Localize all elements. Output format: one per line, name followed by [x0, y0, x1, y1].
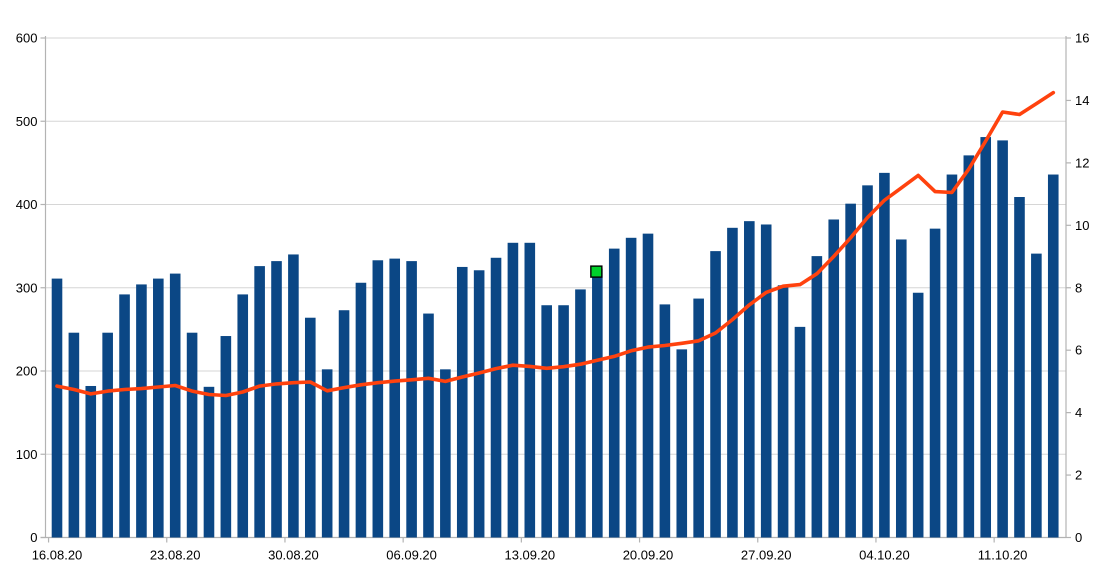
bar[interactable]: [254, 266, 265, 538]
left-axis-label: 400: [16, 197, 38, 212]
right-axis-label: 2: [1075, 468, 1082, 483]
right-axis-label: 14: [1075, 93, 1089, 108]
bar[interactable]: [541, 305, 552, 538]
bar[interactable]: [710, 251, 721, 538]
bar[interactable]: [271, 261, 282, 538]
selection-handle[interactable]: [590, 265, 603, 278]
bar[interactable]: [203, 386, 215, 538]
x-axis-label: 06.09.20: [386, 548, 437, 563]
bar[interactable]: [153, 278, 164, 538]
bar[interactable]: [524, 242, 536, 538]
x-axis-label: 27.09.20: [741, 548, 792, 563]
bar[interactable]: [440, 369, 451, 538]
bar[interactable]: [423, 313, 434, 538]
right-axis-label: 10: [1075, 218, 1089, 233]
bar[interactable]: [845, 203, 856, 538]
x-axis-label: 16.08.20: [32, 548, 83, 563]
x-axis-label: 11.10.20: [978, 548, 1028, 563]
bar[interactable]: [490, 257, 502, 538]
bar[interactable]: [744, 221, 755, 538]
bar[interactable]: [760, 224, 772, 538]
bar[interactable]: [642, 233, 654, 538]
bar[interactable]: [1014, 197, 1025, 538]
x-axis-label: 20.09.20: [623, 548, 674, 563]
bar[interactable]: [304, 317, 316, 538]
bar[interactable]: [980, 137, 992, 538]
bar[interactable]: [828, 219, 840, 538]
bar[interactable]: [85, 385, 97, 538]
right-axis-label: 4: [1075, 405, 1082, 420]
bar[interactable]: [288, 254, 299, 538]
bar[interactable]: [186, 332, 198, 538]
bar[interactable]: [963, 155, 975, 538]
bar[interactable]: [879, 172, 890, 538]
bar[interactable]: [321, 369, 333, 538]
bar[interactable]: [895, 239, 907, 538]
right-axis-label: 16: [1075, 31, 1089, 46]
bar[interactable]: [456, 266, 468, 538]
bar[interactable]: [625, 237, 637, 538]
bar[interactable]: [389, 258, 401, 538]
bar[interactable]: [727, 227, 738, 538]
bar[interactable]: [912, 292, 924, 538]
bar[interactable]: [946, 174, 958, 538]
left-axis-label: 500: [16, 114, 38, 129]
bar[interactable]: [237, 294, 249, 538]
left-axis-label: 200: [16, 364, 38, 379]
bar[interactable]: [558, 305, 569, 538]
trend-line[interactable]: [55, 90, 1056, 398]
bar[interactable]: [1031, 253, 1042, 538]
x-axis-label: 04.10.20: [859, 548, 910, 563]
bar[interactable]: [119, 294, 130, 538]
bar[interactable]: [51, 278, 63, 538]
bar[interactable]: [777, 285, 789, 538]
right-axis-label: 6: [1075, 343, 1082, 358]
bar[interactable]: [659, 304, 671, 538]
bar[interactable]: [997, 140, 1008, 538]
bar[interactable]: [929, 228, 941, 538]
left-axis-label: 300: [16, 280, 38, 295]
right-axis-label: 8: [1075, 280, 1082, 295]
bar[interactable]: [608, 248, 620, 538]
bar[interactable]: [862, 185, 873, 538]
bar[interactable]: [473, 270, 485, 538]
bar[interactable]: [1047, 174, 1059, 538]
bar[interactable]: [507, 242, 519, 538]
bar[interactable]: [372, 260, 384, 538]
bar[interactable]: [811, 256, 823, 538]
bar[interactable]: [355, 282, 367, 538]
bar[interactable]: [220, 336, 232, 538]
bar[interactable]: [676, 349, 688, 538]
left-axis-label: 600: [16, 31, 38, 46]
right-axis-label: 0: [1075, 530, 1082, 545]
right-axis-label: 12: [1075, 155, 1089, 170]
bar[interactable]: [169, 273, 181, 538]
x-axis-label: 30.08.20: [268, 548, 319, 563]
bar[interactable]: [136, 284, 147, 538]
bar[interactable]: [794, 326, 806, 538]
x-axis-label: 13.09.20: [504, 548, 555, 563]
bar[interactable]: [338, 310, 350, 538]
x-axis-label: 23.08.20: [150, 548, 201, 563]
bar[interactable]: [406, 261, 417, 538]
bar[interactable]: [68, 332, 80, 538]
left-axis-label: 100: [16, 447, 38, 462]
bar[interactable]: [102, 332, 113, 538]
bar[interactable]: [693, 298, 704, 538]
left-axis-label: 0: [30, 530, 37, 545]
bar[interactable]: [575, 289, 586, 538]
bar[interactable]: [592, 268, 603, 538]
